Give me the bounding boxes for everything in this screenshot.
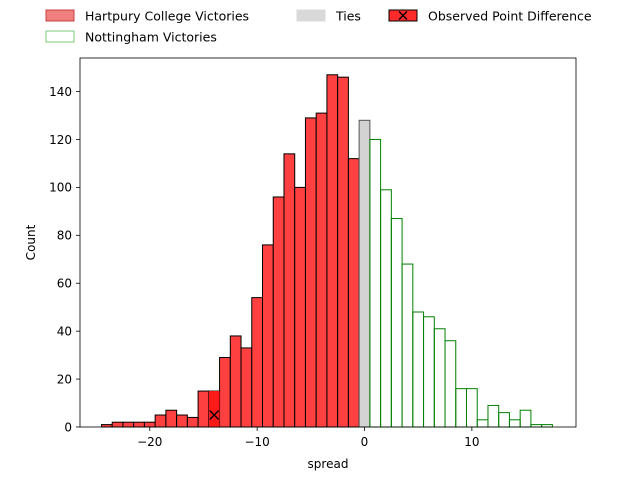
legend-label-ties: Ties (335, 9, 361, 24)
x-axis-label: spread (308, 457, 349, 471)
bar-hartpury (123, 422, 134, 427)
legend-swatch-ties (297, 10, 325, 21)
y-tick-label: 0 (64, 420, 72, 434)
bar-hartpury (220, 358, 231, 427)
bar-hartpury (348, 159, 359, 427)
bar-hartpury (295, 187, 306, 427)
bar-hartpury (252, 298, 263, 427)
y-tick-label: 140 (49, 85, 72, 99)
bar-hartpury (263, 245, 274, 427)
bar-hartpury (198, 391, 209, 427)
legend-swatch-hartpury (46, 10, 74, 21)
legend-label-nottingham: Nottingham Victories (85, 30, 217, 45)
bar-ties (359, 120, 370, 427)
bar-hartpury (112, 422, 123, 427)
y-axis-label: Count (24, 224, 38, 260)
bar-hartpury (144, 422, 155, 427)
bar-hartpury (284, 154, 295, 427)
y-tick-label: 40 (57, 324, 72, 338)
bar-hartpury (273, 197, 284, 427)
x-tick-label: 0 (361, 435, 369, 449)
bar-hartpury (241, 348, 252, 427)
bar-hartpury (338, 77, 349, 427)
bar-hartpury (305, 118, 316, 427)
bar-hartpury (187, 417, 198, 427)
y-tick-label: 100 (49, 181, 72, 195)
bar-hartpury (230, 336, 241, 427)
y-tick-label: 120 (49, 133, 72, 147)
bar-hartpury (155, 415, 166, 427)
observed-bar (209, 391, 220, 427)
y-tick-label: 20 (57, 372, 72, 386)
x-tick-label: 10 (464, 435, 479, 449)
legend-swatch-nottingham (46, 31, 74, 42)
x-tick-label: −10 (244, 435, 269, 449)
x-tick-label: −20 (137, 435, 162, 449)
bar-hartpury (327, 75, 338, 427)
legend-label-observed: Observed Point Difference (428, 9, 592, 24)
bar-hartpury (177, 415, 188, 427)
y-tick-label: 80 (57, 229, 72, 243)
legend-label-hartpury: Hartpury College Victories (85, 9, 249, 24)
bar-hartpury (316, 113, 327, 427)
bar-hartpury (166, 410, 177, 427)
bar-hartpury (134, 422, 145, 427)
y-tick-label: 60 (57, 277, 72, 291)
